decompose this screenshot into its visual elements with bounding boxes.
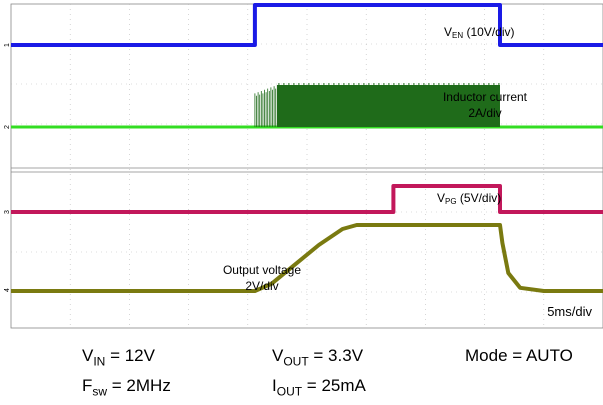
ven-trace (11, 3, 603, 47)
plot-grid (11, 4, 603, 328)
oscilloscope-plot: VEN (10V/div) Inductor current 2A/div VP… (4, 3, 603, 329)
time-scale-label: 5ms/div (547, 304, 592, 319)
vout-label-line2: 2V/div (245, 279, 278, 293)
channel-marker-4: 4 (4, 288, 11, 292)
mode-condition: Mode = AUTO (465, 346, 573, 365)
vout-trace (11, 223, 603, 293)
fsw-condition: Fsw = 2MHz (82, 376, 171, 399)
iout-condition: IOUT = 25mA (272, 376, 366, 399)
inductor-label-line2: 2A/div (468, 106, 501, 120)
vin-condition: VIN = 12V (82, 346, 155, 369)
vpg-trace (11, 184, 603, 214)
inductor-label-line1: Inductor current (443, 90, 528, 104)
channel-marker-1: 1 (4, 43, 11, 47)
channel-marker-2: 2 (4, 125, 11, 129)
vpg-label: VPG (5V/div) (437, 191, 501, 206)
ven-label: VEN (10V/div) (444, 25, 515, 40)
vout-condition: VOUT = 3.3V (272, 346, 364, 369)
vout-label-line1: Output voltage (223, 263, 301, 277)
inductor-burst (276, 85, 500, 127)
channel-marker-3: 3 (4, 210, 11, 214)
plot-traces (11, 3, 603, 293)
